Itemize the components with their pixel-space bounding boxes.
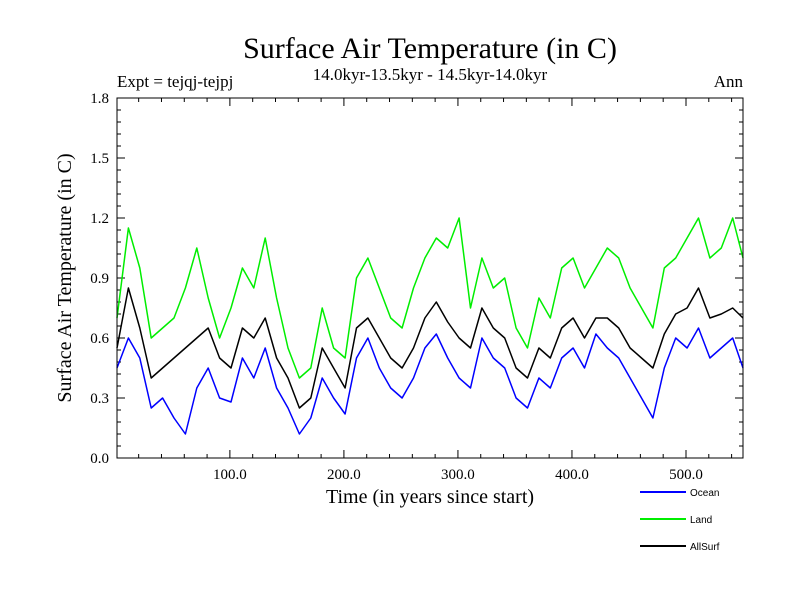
- series-line-allsurf: [116, 287, 744, 409]
- experiment-label: Expt = tejqj-tejpj: [117, 72, 233, 91]
- y-tick-label: 0.6: [90, 331, 109, 347]
- y-tick-label: 1.2: [90, 211, 109, 227]
- x-tick-label: 100.0: [213, 467, 247, 483]
- legend-label-ocean: Ocean: [690, 488, 719, 499]
- plot-frame: [116, 97, 744, 459]
- x-tick-label: 300.0: [441, 467, 475, 483]
- y-tick-label: 1.8: [90, 91, 109, 107]
- legend-label-allsurf: AllSurf: [690, 542, 720, 553]
- legend: Ocean Land AllSurf: [640, 488, 720, 553]
- period-label: Ann: [714, 72, 744, 91]
- y-tick-label: 0.9: [90, 271, 109, 287]
- chart-subtitle: 14.0kyr-13.5kyr - 14.5kyr-14.0kyr: [313, 65, 548, 84]
- series-line-ocean: [116, 327, 744, 435]
- x-tick-label: 400.0: [555, 467, 589, 483]
- series-line-land: [116, 217, 744, 379]
- x-axis-label: Time (in years since start): [326, 486, 534, 508]
- y-axis-label: Surface Air Temperature (in C): [54, 153, 76, 402]
- y-tick-label: 0.3: [90, 391, 109, 407]
- legend-label-land: Land: [690, 515, 712, 526]
- chart-title: Surface Air Temperature (in C): [243, 32, 617, 65]
- x-tick-label: 500.0: [669, 467, 703, 483]
- x-tick-label: 200.0: [327, 467, 361, 483]
- series-lines: [116, 217, 744, 435]
- y-tick-label: 0.0: [90, 451, 109, 467]
- y-tick-label: 1.5: [90, 151, 109, 167]
